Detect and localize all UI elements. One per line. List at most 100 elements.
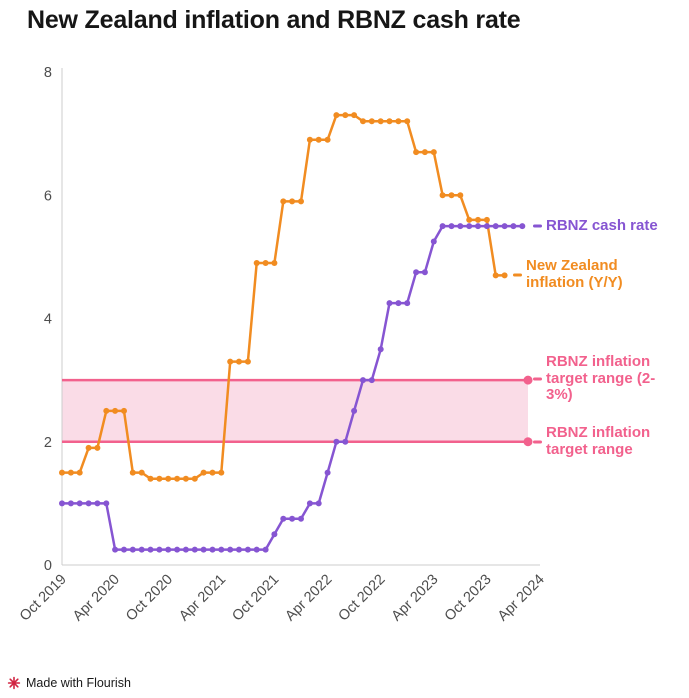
- series-dot-rbnz-cash-rate: [138, 546, 145, 553]
- y-tick-label: 4: [44, 312, 52, 328]
- x-tick-label: Oct 2022: [336, 572, 389, 625]
- y-tick-label: 0: [44, 558, 52, 574]
- target-band-end-dot: [523, 437, 533, 447]
- x-tick-label: Apr 2024: [495, 572, 548, 625]
- series-dot-rbnz-cash-rate: [457, 223, 464, 230]
- x-tick-label: Oct 2021: [229, 572, 282, 625]
- x-tick-label: Oct 2019: [17, 572, 70, 625]
- series-dot-rbnz-cash-rate: [218, 546, 225, 553]
- annotation-target-range-bottom: RBNZ inflation target range: [533, 424, 672, 458]
- series-dot-new-zealand-inflation-y-y: [156, 475, 163, 482]
- series-dot-rbnz-cash-rate: [253, 546, 260, 553]
- series-dot-new-zealand-inflation-y-y: [253, 260, 260, 266]
- x-tick-label: Oct 2020: [123, 572, 176, 625]
- series-dot-new-zealand-inflation-y-y: [421, 149, 428, 156]
- series-dot-rbnz-cash-rate: [236, 546, 242, 553]
- annotation-target-range-bottom-label: RBNZ inflation target range: [546, 424, 651, 458]
- series-dot-rbnz-cash-rate: [103, 500, 110, 507]
- series-dot-rbnz-cash-rate: [342, 438, 349, 445]
- series-dot-new-zealand-inflation-y-y: [395, 118, 402, 125]
- series-dot-rbnz-cash-rate: [67, 500, 74, 507]
- series-dot-rbnz-cash-rate: [448, 223, 455, 230]
- series-dot-rbnz-cash-rate: [191, 546, 198, 553]
- connector-dash-purple: [533, 224, 542, 228]
- series-dot-new-zealand-inflation-y-y: [315, 136, 322, 143]
- y-tick-label: 8: [44, 65, 52, 81]
- x-tick-label: Oct 2023: [442, 572, 495, 625]
- series-dot-new-zealand-inflation-y-y: [483, 216, 490, 223]
- series-dot-rbnz-cash-rate: [165, 546, 172, 553]
- series-dot-new-zealand-inflation-y-y: [218, 469, 225, 476]
- series-dot-rbnz-cash-rate: [475, 223, 481, 230]
- annotation-cash-rate-label: RBNZ cash rate: [546, 217, 658, 234]
- series-dot-rbnz-cash-rate: [324, 469, 331, 476]
- series-dot-rbnz-cash-rate: [404, 300, 411, 307]
- series-dot-new-zealand-inflation-y-y: [430, 149, 437, 156]
- annotation-cash-rate: RBNZ cash rate: [533, 217, 658, 235]
- series-dot-rbnz-cash-rate: [439, 223, 446, 230]
- series-dot-rbnz-cash-rate: [76, 500, 83, 507]
- series-dot-new-zealand-inflation-y-y: [147, 475, 154, 482]
- series-dot-new-zealand-inflation-y-y: [244, 358, 251, 365]
- connector-dash-pink-top: [533, 377, 542, 381]
- series-dot-rbnz-cash-rate: [368, 377, 375, 384]
- series-dot-new-zealand-inflation-y-y: [59, 469, 65, 476]
- series-dot-new-zealand-inflation-y-y: [466, 216, 473, 223]
- series-dot-new-zealand-inflation-y-y: [413, 149, 420, 156]
- series-dot-rbnz-cash-rate: [519, 223, 526, 230]
- connector-dash-pink-bottom: [533, 440, 542, 443]
- series-dot-rbnz-cash-rate: [147, 546, 154, 553]
- flourish-icon: [7, 676, 21, 690]
- series-dot-new-zealand-inflation-y-y: [333, 112, 340, 119]
- series-dot-rbnz-cash-rate: [413, 269, 420, 276]
- series-dot-rbnz-cash-rate: [386, 300, 393, 307]
- series-dot-rbnz-cash-rate: [129, 546, 136, 553]
- series-dot-new-zealand-inflation-y-y: [67, 469, 74, 476]
- series-dot-rbnz-cash-rate: [501, 223, 508, 230]
- series-dot-new-zealand-inflation-y-y: [121, 407, 127, 414]
- series-dot-new-zealand-inflation-y-y: [76, 469, 83, 476]
- series-dot-new-zealand-inflation-y-y: [182, 475, 189, 482]
- series-dot-new-zealand-inflation-y-y: [236, 358, 242, 365]
- series-dot-new-zealand-inflation-y-y: [138, 469, 145, 476]
- series-dot-new-zealand-inflation-y-y: [112, 407, 119, 414]
- series-dot-rbnz-cash-rate: [306, 500, 313, 507]
- series-dot-new-zealand-inflation-y-y: [475, 216, 481, 223]
- series-dot-new-zealand-inflation-y-y: [368, 118, 375, 125]
- series-dot-rbnz-cash-rate: [112, 546, 119, 553]
- y-tick-label: 2: [44, 435, 52, 451]
- series-dot-rbnz-cash-rate: [421, 269, 428, 276]
- series-dot-new-zealand-inflation-y-y: [103, 407, 110, 414]
- series-dot-rbnz-cash-rate: [351, 407, 358, 414]
- series-dot-new-zealand-inflation-y-y: [289, 198, 296, 205]
- series-dot-rbnz-cash-rate: [182, 546, 189, 553]
- series-dot-new-zealand-inflation-y-y: [324, 136, 331, 143]
- series-dot-rbnz-cash-rate: [280, 515, 287, 522]
- annotation-inflation-label: New Zealand inflation (Y/Y): [526, 257, 623, 291]
- series-dot-new-zealand-inflation-y-y: [165, 475, 172, 482]
- series-dot-rbnz-cash-rate: [121, 546, 127, 553]
- y-tick-label: 6: [44, 188, 52, 204]
- x-tick-label: Apr 2020: [70, 572, 123, 625]
- series-dot-new-zealand-inflation-y-y: [191, 475, 198, 482]
- series-dot-rbnz-cash-rate: [209, 546, 216, 553]
- series-dot-rbnz-cash-rate: [315, 500, 322, 507]
- series-dot-new-zealand-inflation-y-y: [94, 444, 101, 451]
- flourish-credit[interactable]: Made with Flourish: [7, 676, 131, 690]
- chart-title: New Zealand inflation and RBNZ cash rate: [27, 6, 521, 34]
- annotation-inflation: New Zealand inflation (Y/Y): [513, 257, 644, 291]
- x-tick-label: Apr 2022: [282, 572, 335, 625]
- series-dot-rbnz-cash-rate: [200, 546, 207, 553]
- series-dot-new-zealand-inflation-y-y: [271, 260, 278, 266]
- annotation-target-range-top-label: RBNZ inflation target range (2-3%): [546, 353, 656, 403]
- series-dot-new-zealand-inflation-y-y: [386, 118, 393, 125]
- x-tick-label: Apr 2021: [176, 572, 229, 625]
- series-dot-rbnz-cash-rate: [492, 223, 499, 230]
- series-dot-rbnz-cash-rate: [244, 546, 251, 553]
- series-dot-new-zealand-inflation-y-y: [174, 475, 181, 482]
- series-dot-rbnz-cash-rate: [59, 500, 65, 507]
- series-dot-rbnz-cash-rate: [483, 223, 490, 230]
- series-dot-rbnz-cash-rate: [289, 515, 296, 522]
- x-tick-label: Apr 2023: [389, 572, 442, 625]
